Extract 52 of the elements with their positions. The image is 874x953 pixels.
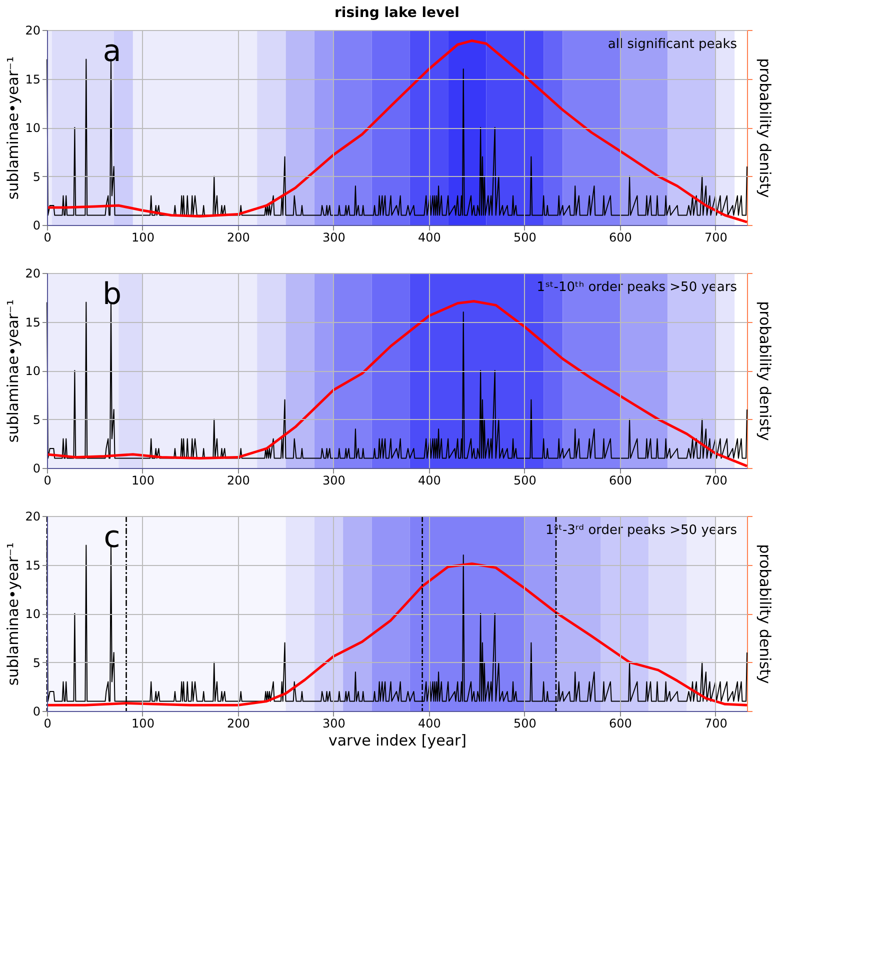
x-tick-label: 200 xyxy=(227,230,250,244)
y-tick-label: 15 xyxy=(25,315,40,330)
x-tick-label: 400 xyxy=(418,716,441,730)
x-tick-label: 400 xyxy=(418,230,441,244)
x-tick-label: 400 xyxy=(418,474,441,488)
x-tick-label: 600 xyxy=(609,474,632,488)
x-tick-label: 100 xyxy=(132,230,154,244)
x-tick-label: 300 xyxy=(322,474,346,488)
annotation: c xyxy=(104,520,120,555)
x-tick-label: 700 xyxy=(704,474,728,488)
y-axis-title: sublaminae•year⁻¹ xyxy=(4,299,22,443)
y-tick-label: 10 xyxy=(25,607,40,621)
y-tick-label: 5 xyxy=(32,412,40,427)
y-tick-label: 20 xyxy=(25,510,40,524)
annotation: a xyxy=(102,34,122,69)
x-axis-title: varve index [year] xyxy=(328,732,467,750)
x-tick-label: 100 xyxy=(132,474,154,488)
y-axis-title: sublaminae•year⁻¹ xyxy=(4,56,22,200)
y2-axis-title: probability denisty xyxy=(756,58,774,198)
y-tick-label: 10 xyxy=(25,121,40,135)
x-tick-label: 500 xyxy=(514,230,536,244)
x-tick-label: 500 xyxy=(514,474,536,488)
x-tick-label: 300 xyxy=(322,230,346,244)
y-tick-label: 10 xyxy=(25,364,40,378)
y-axis-title: sublaminae•year⁻¹ xyxy=(4,542,22,686)
x-tick-label: 0 xyxy=(44,474,52,488)
x-tick-label: 200 xyxy=(227,716,250,730)
x-tick-label: 300 xyxy=(322,716,346,730)
annotation: b xyxy=(102,277,122,312)
x-tick-label: 700 xyxy=(704,716,728,730)
x-tick-label: 100 xyxy=(132,716,154,730)
y-tick-label: 15 xyxy=(25,558,40,572)
y2-axis-title: probability denisty xyxy=(756,544,774,684)
x-tick-label: 200 xyxy=(227,474,250,488)
x-tick-label: 700 xyxy=(704,230,728,244)
chart-title: rising lake level xyxy=(334,5,460,21)
y-tick-label: 0 xyxy=(32,704,40,718)
y-tick-label: 5 xyxy=(32,656,40,670)
x-tick-label: 0 xyxy=(44,716,52,730)
x-tick-label: 0 xyxy=(44,230,52,244)
y-tick-label: 20 xyxy=(25,24,40,38)
y-tick-label: 5 xyxy=(32,170,40,184)
x-tick-label: 600 xyxy=(609,230,632,244)
x-tick-label: 600 xyxy=(609,716,632,730)
y2-axis-title: probability denisty xyxy=(756,301,774,442)
y-tick-label: 20 xyxy=(25,266,40,280)
y-tick-label: 15 xyxy=(25,72,40,86)
y-tick-label: 0 xyxy=(32,462,40,476)
y-tick-label: 0 xyxy=(32,218,40,232)
x-tick-label: 500 xyxy=(514,716,536,730)
annotation: 1ˢᵗ-10ᵗʰ order peaks >50 years xyxy=(536,280,738,295)
annotation: 1ˢᵗ-3ʳᵈ order peaks >50 years xyxy=(546,523,738,538)
